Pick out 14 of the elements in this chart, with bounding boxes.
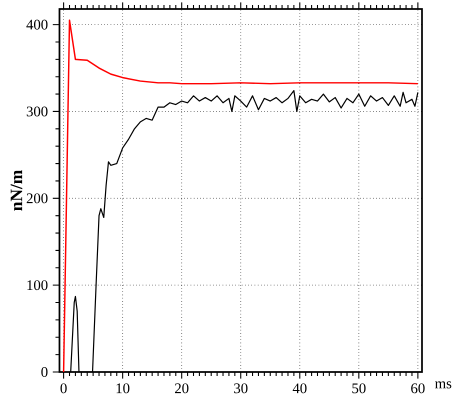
x-tick-label: 60 [411, 383, 425, 394]
y-axis-title: nN/m [10, 170, 22, 211]
x-tick-label: 10 [116, 383, 130, 394]
x-tick-label: 20 [175, 383, 188, 394]
x-axis-title: ms [435, 381, 452, 388]
x-tick-label: 40 [292, 383, 307, 394]
y-tick-label: 200 [26, 193, 48, 204]
y-tick-label: 100 [27, 280, 48, 290]
x-tick-label: 50 [352, 383, 366, 394]
y-tick-label: 400 [26, 20, 48, 30]
y-tick-label: 300 [26, 106, 48, 116]
x-tick-label: 0 [60, 383, 67, 394]
x-tick-label: 30 [234, 383, 248, 394]
y-tick-label: 0 [41, 367, 48, 377]
